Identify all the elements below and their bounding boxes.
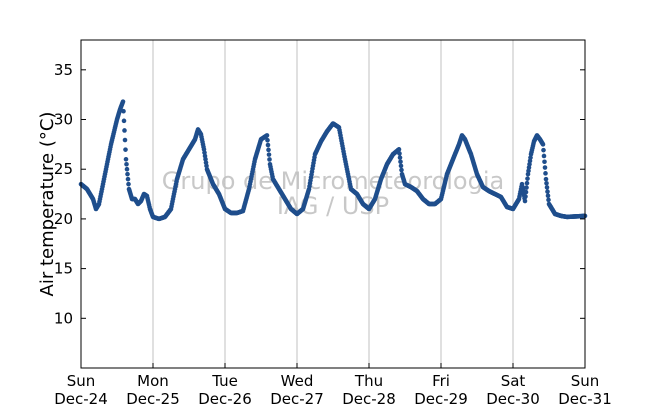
data-point [545, 189, 550, 194]
data-point [124, 166, 130, 172]
data-point [122, 128, 127, 133]
x-tick-day: Mon [137, 372, 169, 390]
x-tick-date: Dec-27 [270, 390, 324, 408]
data-point [124, 161, 129, 167]
x-tick-day: Wed [281, 372, 314, 390]
data-point [266, 152, 272, 157]
y-tick-label: 10 [54, 309, 73, 327]
y-tick-label: 30 [54, 111, 73, 129]
data-point [120, 99, 126, 104]
data-point [524, 185, 529, 190]
data-point [541, 147, 546, 153]
data-point [540, 142, 546, 147]
data-point [125, 171, 130, 177]
x-tick-date: Dec-31 [558, 390, 612, 408]
y-axis-label: Air temperature (°C) [37, 112, 58, 297]
data-point [123, 147, 128, 152]
data-point [265, 142, 271, 148]
data-point [523, 189, 529, 195]
data-point [542, 159, 547, 165]
x-tick-day: Sat [501, 372, 526, 390]
x-axis-ticks: SunDec-24MonDec-25TueDec-26WedDec-27ThuD… [54, 363, 612, 408]
y-tick-label: 25 [54, 160, 73, 178]
data-point [121, 108, 126, 114]
data-point [544, 180, 549, 186]
x-tick-date: Dec-26 [198, 390, 252, 408]
data-point [522, 198, 528, 204]
x-tick-day: Sun [67, 372, 96, 390]
x-tick-date: Dec-25 [126, 390, 180, 408]
data-point [543, 176, 549, 182]
data-point [396, 147, 402, 152]
data-point [126, 181, 131, 187]
x-tick-date: Dec-30 [486, 390, 540, 408]
data-point [523, 194, 528, 199]
x-tick-day: Fri [432, 372, 450, 390]
data-point [541, 153, 547, 159]
data-point [397, 151, 402, 156]
x-tick-day: Sun [571, 372, 600, 390]
data-point [398, 163, 404, 169]
data-point [544, 185, 550, 190]
data-point [267, 157, 272, 162]
data-point [524, 180, 530, 186]
data-point [397, 155, 403, 160]
y-tick-label: 15 [54, 260, 73, 278]
data-points [78, 99, 588, 222]
x-tick-day: Thu [354, 372, 383, 390]
x-tick-date: Dec-28 [342, 390, 396, 408]
y-tick-label: 20 [54, 210, 73, 228]
data-point [525, 176, 530, 181]
data-point [545, 193, 551, 199]
data-point [399, 167, 404, 173]
data-point [122, 137, 128, 143]
data-point [398, 159, 403, 165]
watermark: Grupo de Micrometeorologia IAG / USP [162, 167, 504, 220]
x-tick-day: Tue [211, 372, 238, 390]
data-point [546, 197, 551, 203]
data-point [266, 147, 271, 153]
x-tick-date: Dec-29 [414, 390, 468, 408]
data-point [125, 176, 131, 182]
data-point [123, 156, 129, 162]
data-point [265, 137, 270, 143]
x-tick-date: Dec-24 [54, 390, 108, 408]
plot-frame [80, 39, 586, 369]
data-point [542, 165, 548, 170]
data-point [543, 171, 548, 176]
data-point [264, 133, 270, 138]
data-point [121, 118, 127, 124]
y-tick-label: 35 [54, 61, 73, 79]
vertical-gridlines [152, 40, 514, 368]
y-axis-ticks: 10 15 20 25 30 35 [54, 61, 585, 327]
